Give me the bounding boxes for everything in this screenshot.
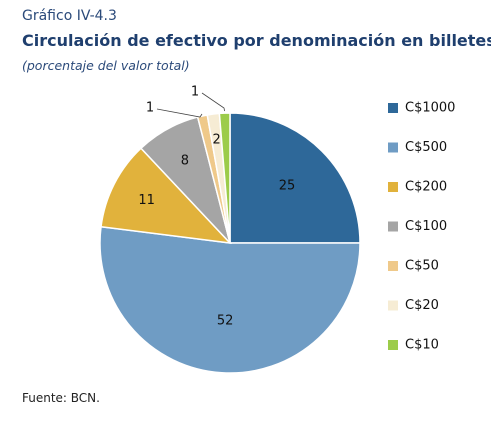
legend-label-c500: C$500 [405, 140, 447, 155]
slice-c200 [100, 147, 232, 245]
legend-label-c20: C$20 [405, 298, 439, 313]
chart-source: Fuente: BCN. [22, 391, 100, 405]
chart-legend: C$1000 C$500 C$200 C$100 C$50 C$20 C$10 [388, 101, 455, 353]
legend-label-c200: C$200 [405, 180, 447, 195]
pie-slices [99, 112, 361, 374]
legend-swatch-c100 [388, 221, 398, 232]
slice-c500 [99, 225, 361, 374]
leader-line-c50 [156, 108, 203, 118]
legend-label-c10: C$10 [405, 338, 439, 353]
slice-label-c100: 8 [181, 154, 189, 169]
slice-label-c500: 52 [217, 313, 234, 328]
pie-labels: 25 52 11 8 1 2 1 [138, 85, 295, 329]
legend-swatch-c10 [388, 340, 398, 350]
leader-line-c10 [201, 92, 225, 112]
slice-label-c1000: 25 [279, 179, 296, 194]
legend-swatch-c20 [388, 300, 398, 311]
legend-swatch-c200 [388, 182, 398, 192]
legend-label-c50: C$50 [405, 259, 439, 274]
slice-label-c20: 2 [212, 132, 220, 147]
chart-title: Circulación de efectivo por denominación… [22, 31, 491, 50]
slice-c1000 [229, 112, 361, 244]
legend-swatch-c50 [388, 261, 398, 271]
slice-c10 [218, 112, 231, 244]
legend-label-c1000: C$1000 [405, 101, 455, 116]
legend-label-c100: C$100 [405, 219, 447, 234]
legend-swatch-c1000 [388, 103, 398, 113]
legend-swatch-c500 [388, 142, 398, 153]
chart-subtitle: (porcentaje del valor total) [22, 58, 190, 73]
slice-label-c10: 1 [191, 85, 199, 100]
slice-label-c50: 1 [146, 101, 154, 116]
slice-label-c200: 11 [138, 193, 155, 208]
chart-kicker: Gráfico IV-4.3 [22, 8, 117, 24]
